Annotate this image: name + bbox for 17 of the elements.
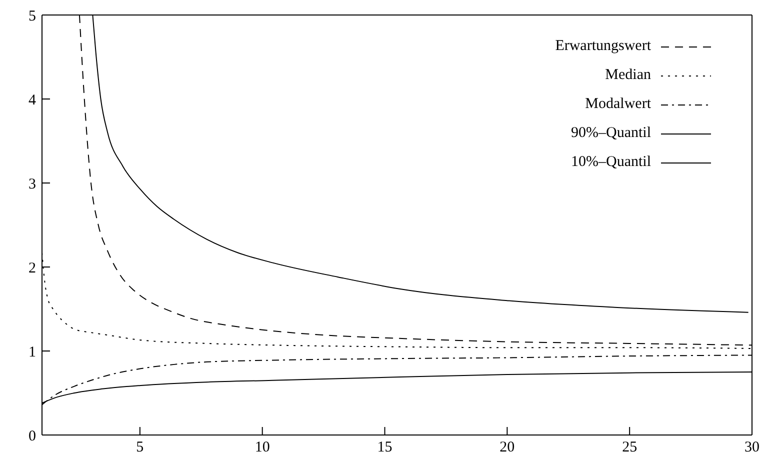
y-tick-label: 3 [28, 176, 36, 192]
y-tick-label: 0 [28, 428, 36, 444]
x-tick-label: 5 [136, 440, 144, 456]
x-tick-label: 20 [500, 440, 515, 456]
x-tick-label: 30 [744, 440, 760, 456]
x-tick-label: 15 [377, 440, 392, 456]
x-tick-label: 25 [622, 440, 638, 456]
y-tick-label: 5 [28, 8, 36, 24]
x-tick-label: 10 [254, 440, 270, 456]
legend-label: Modalwert [585, 96, 651, 113]
legend-label: 10%–Quantil [571, 154, 651, 171]
y-tick-label: 4 [28, 92, 36, 108]
legend-label: Erwartungswert [555, 38, 651, 55]
legend-label: Median [605, 67, 651, 84]
y-tick-label: 2 [28, 260, 36, 276]
legend-label: 90%–Quantil [571, 125, 651, 142]
y-tick-label: 1 [28, 344, 36, 360]
